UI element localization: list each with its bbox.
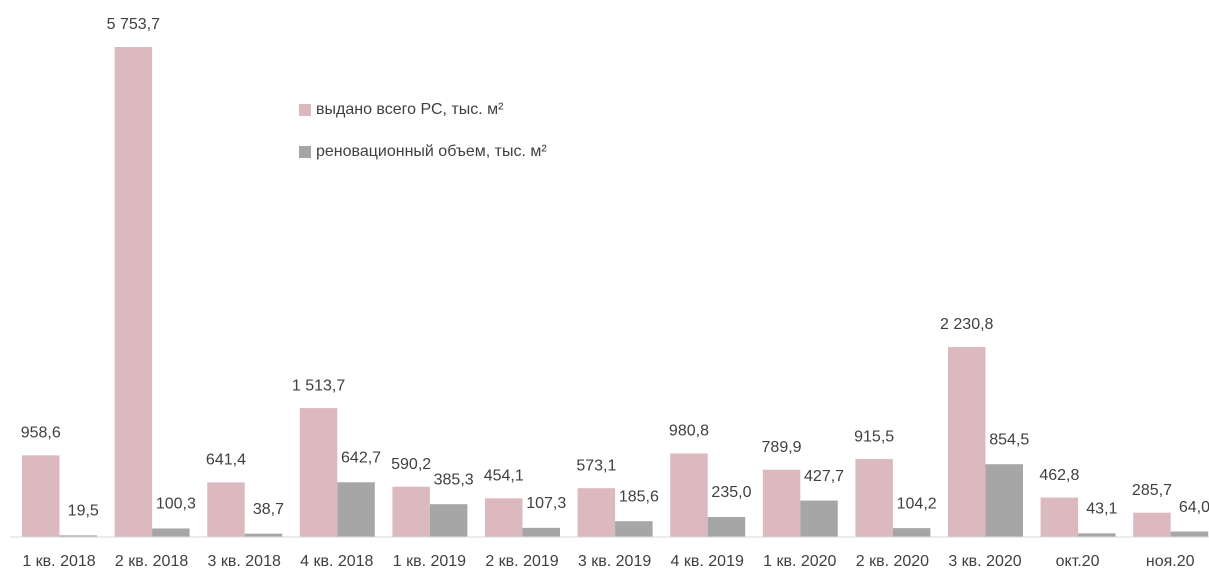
data-label: 590,2 [391, 456, 431, 473]
x-tick-label: 1 кв. 2019 [393, 553, 466, 570]
bar [485, 498, 523, 537]
data-label: 854,5 [989, 431, 1029, 448]
x-tick-label: ноя.20 [1146, 553, 1195, 570]
data-label: 235,0 [711, 484, 751, 501]
bar [985, 464, 1023, 537]
bar [1040, 497, 1079, 537]
legend-label: выдано всего РС, тыс. м² [316, 101, 504, 118]
bar [1170, 531, 1209, 537]
data-label: 427,7 [804, 468, 844, 485]
x-tick-label: 2 кв. 2019 [485, 553, 558, 570]
data-label: 5 753,7 [107, 16, 160, 33]
data-label: 285,7 [1132, 482, 1172, 499]
data-label: 100,3 [156, 496, 196, 513]
data-label: 454,1 [484, 468, 524, 485]
data-label: 385,3 [434, 471, 474, 488]
data-label: 462,8 [1039, 467, 1079, 484]
x-tick-label: 4 кв. 2018 [300, 553, 373, 570]
bar [522, 527, 560, 537]
bar [152, 528, 190, 537]
data-label: 641,4 [206, 452, 246, 469]
x-tick-label: 3 кв. 2018 [208, 553, 281, 570]
bar [1133, 512, 1171, 537]
x-tick-label: 1 кв. 2020 [763, 553, 836, 570]
data-label: 43,1 [1086, 501, 1117, 518]
data-label: 642,7 [341, 449, 381, 466]
bar [207, 482, 245, 537]
data-label: 104,2 [897, 495, 937, 512]
data-label: 19,5 [68, 503, 99, 520]
x-tick-label: 4 кв. 2019 [671, 553, 744, 570]
bar [244, 533, 283, 537]
bar [855, 459, 893, 537]
bar [392, 486, 430, 537]
x-tick-label: 1 кв. 2018 [22, 553, 95, 570]
data-label: 915,5 [854, 428, 894, 445]
bar [762, 469, 801, 537]
bar [337, 482, 375, 537]
data-label: 107,3 [526, 495, 566, 512]
data-label: 958,6 [21, 425, 61, 442]
bar [114, 47, 153, 537]
legend-swatch [299, 104, 311, 116]
x-tick-label: 2 кв. 2018 [115, 553, 188, 570]
data-label: 2 230,8 [940, 316, 993, 333]
bar [577, 488, 616, 537]
bar [299, 408, 338, 537]
bar [615, 521, 653, 537]
bar [429, 504, 468, 537]
legend-label: реновационный объем, тыс. м² [316, 143, 547, 160]
bar [22, 455, 60, 537]
data-label: 38,7 [253, 501, 284, 518]
legend-swatch [299, 146, 311, 158]
bar [892, 528, 931, 537]
data-label: 789,9 [762, 439, 802, 456]
data-label: 573,1 [576, 457, 616, 474]
x-tick-label: 3 кв. 2019 [578, 553, 651, 570]
bar [59, 535, 97, 537]
data-label: 980,8 [669, 423, 709, 440]
data-label: 64,0 [1179, 499, 1209, 516]
bar [948, 347, 986, 537]
bar [670, 453, 708, 537]
bar [800, 500, 838, 537]
data-label: 1 513,7 [292, 377, 345, 394]
data-label: 185,6 [619, 488, 659, 505]
x-tick-label: 3 кв. 2020 [948, 553, 1021, 570]
bar [707, 516, 746, 537]
x-tick-label: 2 кв. 2020 [856, 553, 929, 570]
x-tick-label: окт.20 [1056, 553, 1100, 570]
bar [1078, 533, 1116, 537]
